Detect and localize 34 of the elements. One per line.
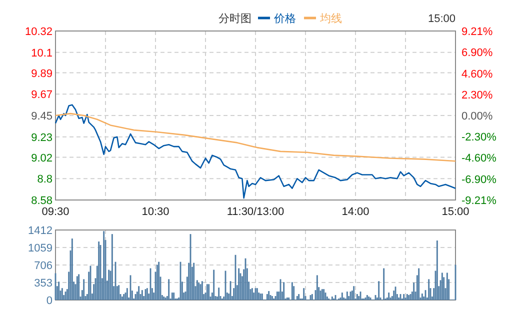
- y-tick-label: 9.89: [31, 68, 52, 80]
- y-tick-label: 1059: [28, 242, 52, 254]
- x-tick-label: 14:00: [342, 206, 370, 218]
- y-tick-label: 0: [46, 295, 52, 307]
- y2-tick-label: 2.30%: [462, 89, 493, 102]
- y2-tick-label: -9.21%: [462, 195, 497, 207]
- y-tick-label: 9.02: [31, 152, 52, 164]
- y-tick-label: 8.8: [37, 174, 52, 186]
- y2-tick-label: 9.21%: [462, 26, 493, 38]
- y-tick-label: 9.23: [31, 132, 52, 144]
- x-tick-label: 10:30: [142, 206, 170, 218]
- y-tick-label: 10.32: [24, 26, 52, 38]
- y2-tick-label: -2.30%: [462, 132, 497, 144]
- y-tick-label: 10.1: [31, 47, 52, 60]
- y2-tick-label: -6.90%: [462, 174, 497, 186]
- y-tick-label: 1412: [28, 225, 52, 237]
- y-tick-label: 9.67: [31, 89, 52, 102]
- line-series: [54, 112, 456, 162]
- x-tick-label: 15:00: [442, 206, 470, 218]
- legend-label: 价格: [273, 13, 296, 25]
- y2-tick-label: -4.60%: [462, 152, 497, 165]
- y2-tick-label: 0.00%: [462, 110, 493, 122]
- text: 15:00: [428, 13, 456, 25]
- y-tick-label: 706: [34, 260, 52, 272]
- y-tick-label: 9.45: [31, 110, 52, 122]
- y-tick-label: 353: [34, 278, 52, 290]
- y2-tick-label: 4.60%: [462, 68, 493, 80]
- y2-tick-label: 6.90%: [462, 47, 493, 60]
- x-tick-label: 11:30/13:00: [226, 206, 284, 218]
- line-series: [54, 104, 456, 199]
- x-tick-label: 09:30: [42, 206, 70, 218]
- chart-title: 分时图: [218, 12, 252, 25]
- legend-label: 均线: [319, 12, 342, 25]
- y-tick-label: 8.58: [31, 195, 52, 207]
